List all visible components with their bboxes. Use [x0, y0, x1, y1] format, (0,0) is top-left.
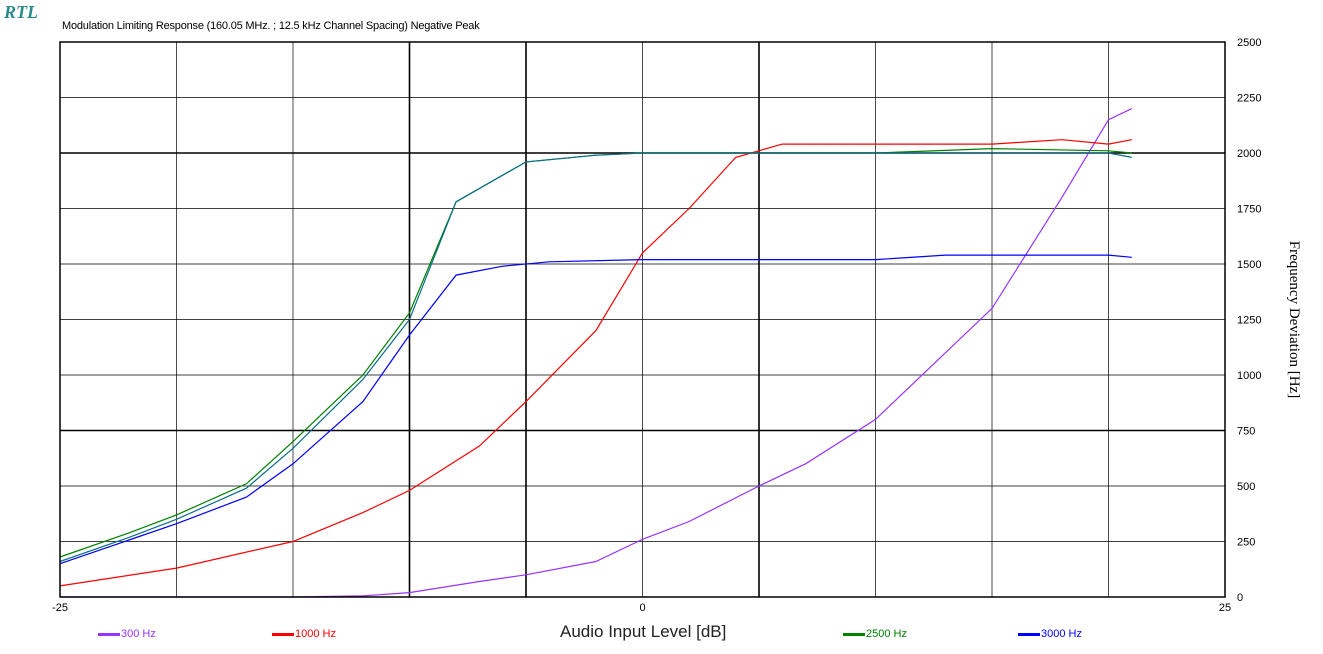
- rtl-logo: RTL: [4, 2, 38, 22]
- x-tick-label: -25: [52, 602, 68, 614]
- y-tick-label: 2000: [1237, 148, 1261, 160]
- x-tick-labels: -25 0 25: [52, 602, 1231, 614]
- legend-item-3000-hz: 3000 Hz: [1018, 628, 1082, 640]
- y-tick-label: 500: [1237, 481, 1255, 493]
- x-axis-label: Audio Input Level [dB]: [560, 622, 727, 641]
- x-tick-label: 25: [1219, 602, 1231, 614]
- legend-item-1000-hz: 1000 Hz: [272, 628, 336, 640]
- y-tick-labels: 0 250 500 750 1000 1250 1500 1750 2000 2250 2500: [1237, 37, 1261, 604]
- y-tick-label: 2500: [1237, 37, 1261, 49]
- y-tick-label: 750: [1237, 426, 1255, 438]
- legend-label: 300 Hz: [121, 628, 156, 640]
- series-line-unlabeled-4: [59, 152, 1132, 563]
- series-line-2500-hz: [59, 147, 1132, 558]
- y-tick-label: 1000: [1237, 370, 1261, 382]
- legend-label: 1000 Hz: [295, 628, 336, 640]
- legend-label: 2500 Hz: [866, 628, 907, 640]
- y-tick-label: 0: [1237, 592, 1243, 604]
- y-tick-label: 1500: [1237, 259, 1261, 271]
- y-tick-label: 2250: [1237, 93, 1261, 105]
- series-line-3000-hz: [59, 254, 1132, 565]
- y-tick-label: 250: [1237, 537, 1255, 549]
- y-tick-label: 1750: [1237, 204, 1261, 216]
- y-axis-label: Frequency Deviation [Hz]: [1286, 241, 1302, 398]
- legend-item-300-hz: 300 Hz: [98, 628, 156, 640]
- legend-swatch: [843, 632, 865, 636]
- grid-lines: [60, 42, 1225, 597]
- plot-frame: [59, 41, 1226, 598]
- legend-swatch: [98, 632, 120, 636]
- legend-label: 3000 Hz: [1041, 628, 1082, 640]
- legend-swatch: [272, 632, 294, 636]
- x-tick-label: 0: [639, 602, 645, 614]
- series-lines: [59, 108, 1133, 598]
- series-line-1000-hz: [59, 139, 1132, 587]
- y-tick-label: 1250: [1237, 315, 1261, 327]
- series-line-300-hz: [60, 108, 1133, 598]
- legend-item-2500-hz: 2500 Hz: [843, 628, 907, 640]
- legend-swatch: [1018, 632, 1040, 636]
- chart-title: Modulation Limiting Response (160.05 MHz…: [62, 20, 480, 32]
